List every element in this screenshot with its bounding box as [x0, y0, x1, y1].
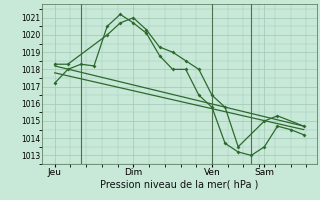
- X-axis label: Pression niveau de la mer( hPa ): Pression niveau de la mer( hPa ): [100, 180, 258, 190]
